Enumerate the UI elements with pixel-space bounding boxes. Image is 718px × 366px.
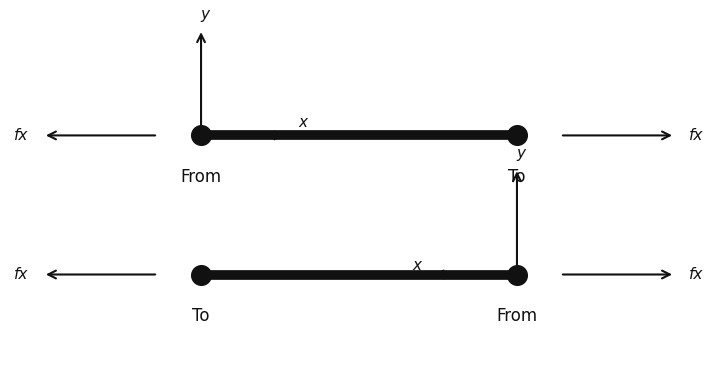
Text: To: To: [508, 168, 526, 186]
Text: From: From: [496, 307, 538, 325]
Point: [195, 132, 207, 138]
Text: x: x: [298, 115, 307, 130]
Text: fx: fx: [14, 128, 29, 143]
Text: x: x: [413, 258, 422, 273]
Text: To: To: [192, 307, 210, 325]
Text: fx: fx: [689, 128, 704, 143]
Text: fx: fx: [689, 267, 704, 282]
Point: [195, 272, 207, 277]
Text: From: From: [180, 168, 222, 186]
Point: [511, 132, 523, 138]
Point: [511, 272, 523, 277]
Text: fx: fx: [14, 267, 29, 282]
Text: y: y: [516, 146, 525, 161]
Text: y: y: [200, 7, 209, 22]
